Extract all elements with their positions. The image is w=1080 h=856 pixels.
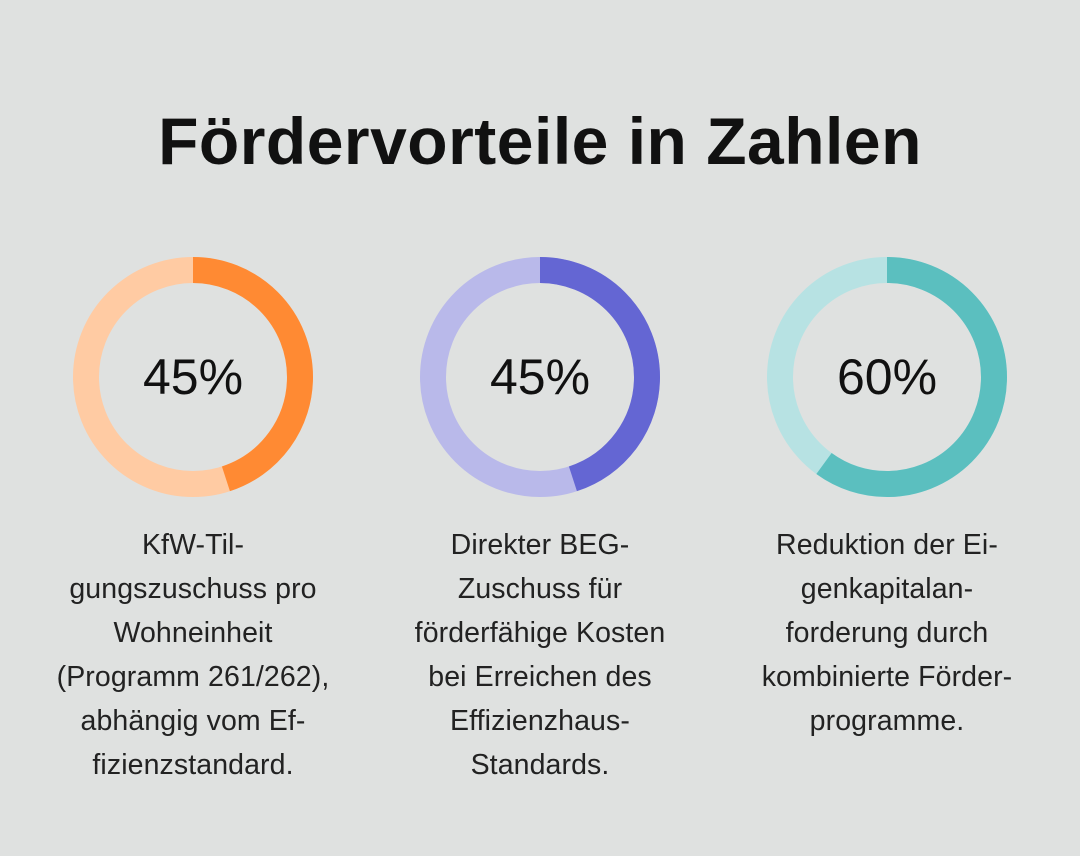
stat-value-eigenkapital: 60% <box>836 349 938 405</box>
donut-svg-eigenkapital <box>767 257 1007 497</box>
donut-arc-kfw <box>73 257 313 497</box>
donut-arc-eigenkapital <box>767 257 1007 497</box>
stat-description-kfw: KfW-Til- gungszuschuss pro Wohneinheit (… <box>56 529 330 781</box>
donut-chart-beg: 45% <box>418 255 662 499</box>
donut-arc-beg <box>420 257 660 497</box>
donut-svg-beg <box>420 257 660 497</box>
donut-svg-kfw <box>73 257 313 497</box>
stat-description-beg: Direkter BEG- Zuschuss für förderfähige … <box>414 529 666 781</box>
donut-chart-eigenkapital: 60% <box>765 255 1009 499</box>
stat-card-kfw: 45% KfW-Til- gungszuschuss pro Wohneinhe… <box>23 255 363 787</box>
stat-card-beg: 45% Direkter BEG- Zuschuss für förderfäh… <box>370 255 710 787</box>
stat-value-beg: 45% <box>489 349 591 405</box>
stat-value-kfw: 45% <box>142 349 244 405</box>
donut-chart-kfw: 45% <box>71 255 315 499</box>
stat-card-eigenkapital: 60% Reduktion der Ei- genkapitalan- ford… <box>717 255 1057 743</box>
page-title: Fördervorteile in Zahlen <box>158 104 922 178</box>
stat-description-eigenkapital: Reduktion der Ei- genkapitalan- forderun… <box>761 529 1013 737</box>
